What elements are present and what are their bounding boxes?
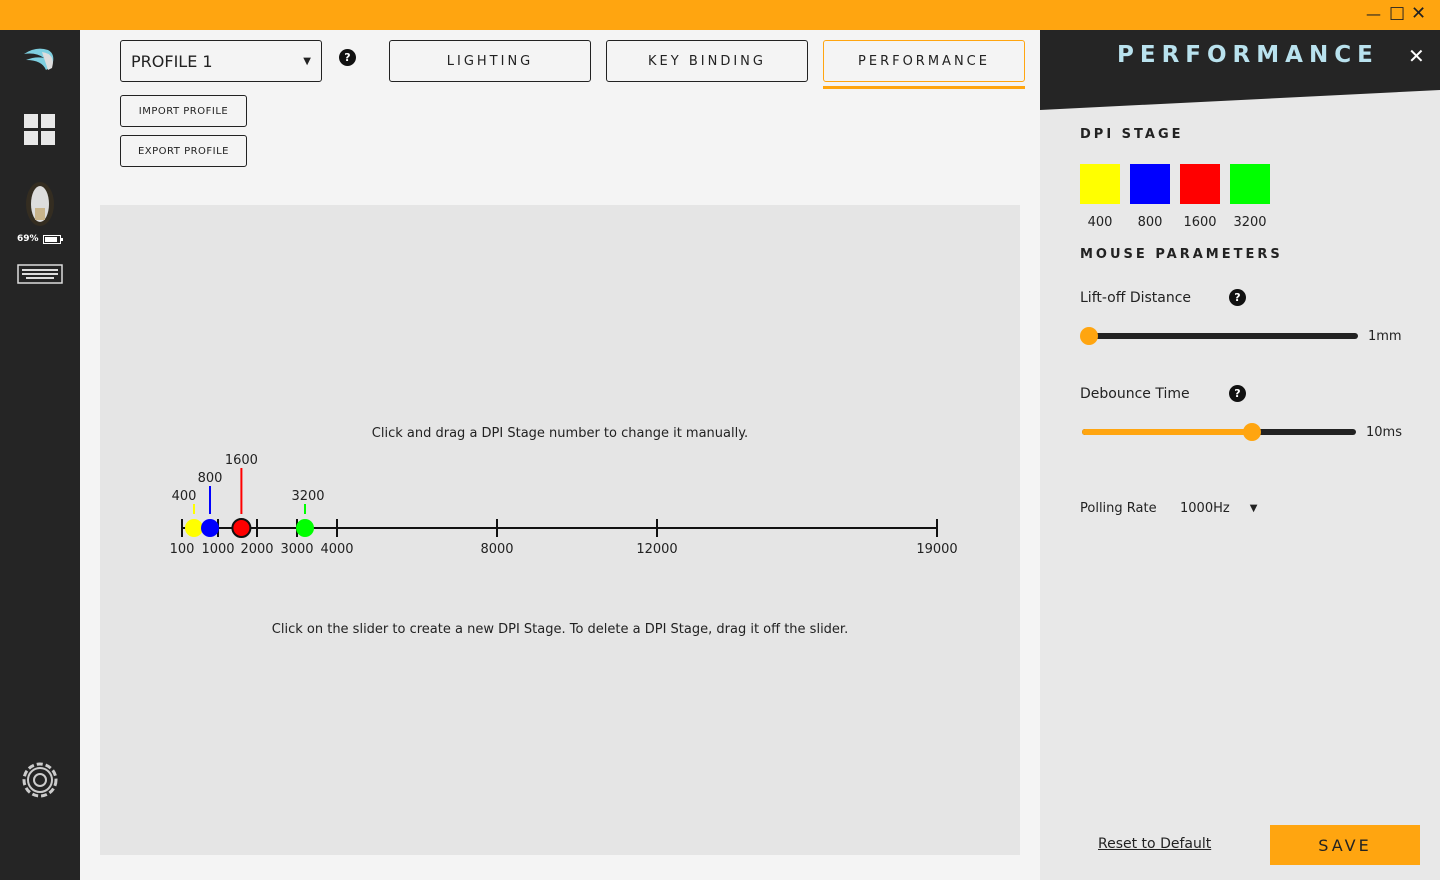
caret-down-icon: ▼ — [1249, 502, 1258, 514]
polling-rate-value: 1000Hz — [1180, 500, 1230, 516]
gear-icon[interactable] — [19, 759, 61, 801]
debounce-slider-handle[interactable] — [1242, 423, 1261, 441]
stage-label[interactable]: 400 — [172, 489, 197, 504]
maximize-icon[interactable]: □ — [1389, 3, 1406, 23]
help-icon[interactable]: ? — [339, 49, 356, 66]
tab-key-binding[interactable]: KEY BINDING — [606, 40, 808, 82]
debounce-value: 10ms — [1366, 425, 1402, 440]
tick-label: 8000 — [480, 542, 513, 557]
liftoff-label: Lift-off Distance — [1080, 290, 1192, 306]
profile-dropdown[interactable]: PROFILE 1 ▼ — [120, 40, 322, 82]
keyboard-icon[interactable] — [17, 264, 63, 284]
dpi-swatch-label: 400 — [1087, 215, 1113, 230]
tick-label: 2000 — [240, 542, 273, 557]
tick-label: 3000 — [280, 542, 313, 557]
stage-handle[interactable] — [185, 519, 203, 537]
stage-handle[interactable] — [201, 519, 219, 537]
tick-label: 19000 — [916, 542, 957, 557]
panel-title: PERFORMANCE — [1117, 42, 1379, 68]
sidebar: 69% — [0, 30, 80, 880]
profile-name: PROFILE 1 — [131, 51, 213, 71]
liftoff-help-icon[interactable]: ? — [1229, 289, 1246, 306]
active-tab-underline — [823, 86, 1025, 89]
performance-panel: PERFORMANCE ✕ DPI STAGE 400 800 1600 3200 M… — [1040, 30, 1440, 880]
stage-label[interactable]: 800 — [198, 471, 223, 486]
liftoff-slider-handle[interactable] — [1080, 327, 1098, 345]
stage-handle[interactable] — [231, 518, 252, 538]
dpi-swatch[interactable] — [1130, 164, 1170, 204]
liftoff-value: 1mm — [1368, 329, 1402, 344]
tab-lighting[interactable]: LIGHTING — [389, 40, 591, 82]
reset-to-default-link[interactable]: Reset to Default — [1098, 836, 1212, 852]
stage-handle[interactable] — [296, 519, 314, 537]
stage-label[interactable]: 3200 — [291, 489, 324, 504]
tick-label: 4000 — [320, 542, 353, 557]
dpi-swatch[interactable] — [1080, 164, 1120, 204]
export-profile-button[interactable]: EXPORT PROFILE — [120, 135, 247, 167]
debounce-slider[interactable] — [1082, 429, 1356, 435]
title-bar: — □ ✕ — [0, 0, 1440, 30]
hint-bottom: Click on the slider to create a new DPI … — [271, 622, 849, 637]
battery-percent: 69% — [17, 234, 39, 244]
tick-label: 1000 — [201, 542, 234, 557]
tab-performance[interactable]: PERFORMANCE — [823, 40, 1025, 82]
dpi-swatch-label: 800 — [1137, 215, 1163, 230]
battery-icon — [43, 235, 63, 244]
polling-rate-dropdown[interactable]: 1000Hz ▼ — [1180, 494, 1270, 522]
mouse-parameters-heading: MOUSE PARAMETERS — [1080, 247, 1283, 262]
dpi-swatch[interactable] — [1180, 164, 1220, 204]
close-panel-icon[interactable]: ✕ — [1408, 44, 1425, 68]
tick-label: 12000 — [636, 542, 677, 557]
tick-label: 100 — [170, 542, 195, 557]
stage-label[interactable]: 1600 — [225, 453, 258, 468]
hint-top: Click and drag a DPI Stage number to cha… — [371, 426, 749, 441]
mouse-icon[interactable] — [24, 180, 56, 228]
dpi-panel: Click and drag a DPI Stage number to cha… — [100, 205, 1020, 855]
dpi-swatch[interactable] — [1230, 164, 1270, 204]
dpi-stage-heading: DPI STAGE — [1080, 127, 1184, 142]
debounce-label: Debounce Time — [1080, 386, 1190, 402]
dpi-swatch-label: 3200 — [1233, 215, 1267, 230]
debounce-help-icon[interactable]: ? — [1229, 385, 1246, 402]
dashboard-icon[interactable] — [24, 114, 56, 146]
minimize-icon[interactable]: — — [1366, 5, 1381, 23]
panel-header-bg — [1040, 30, 1440, 110]
logo-icon[interactable] — [22, 46, 56, 72]
close-icon[interactable]: ✕ — [1411, 3, 1427, 24]
caret-down-icon: ▼ — [303, 55, 311, 67]
dpi-slider[interactable]: 100 1000 2000 3000 4000 8000 12000 19000 4008001… — [100, 435, 1020, 565]
liftoff-slider[interactable] — [1082, 333, 1358, 339]
import-profile-button[interactable]: IMPORT PROFILE — [120, 95, 247, 127]
polling-rate-label: Polling Rate — [1080, 501, 1157, 516]
save-button[interactable]: SAVE — [1270, 825, 1420, 865]
dpi-swatch-label: 1600 — [1183, 215, 1217, 230]
